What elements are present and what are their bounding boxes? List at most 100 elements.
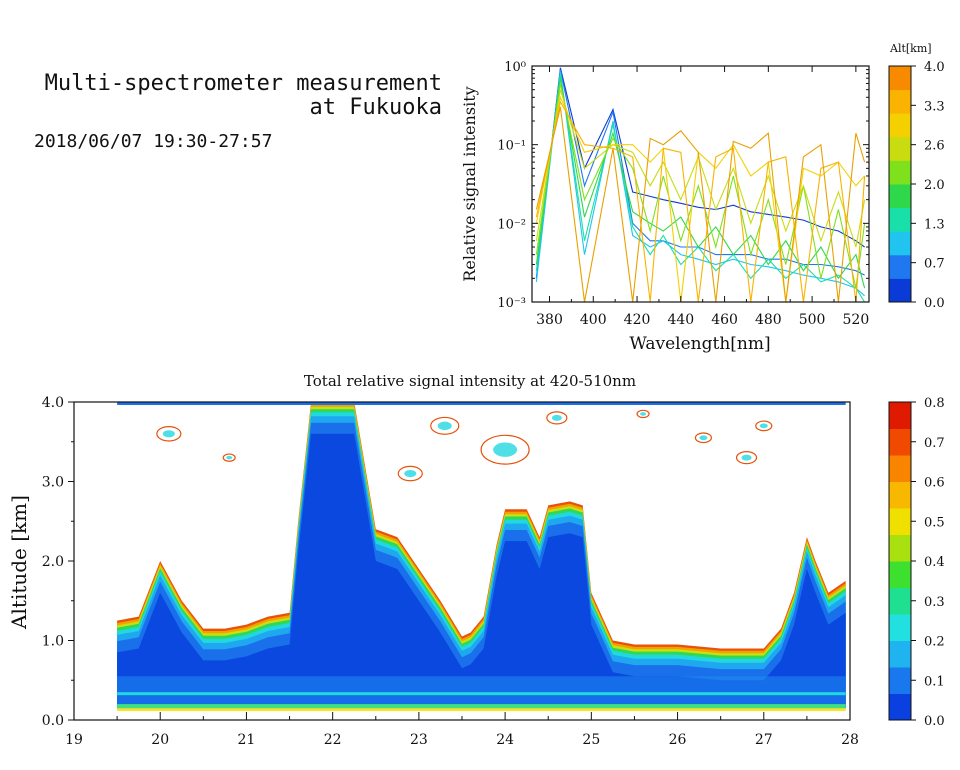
spectra-plot-frame xyxy=(531,65,870,303)
spectra-x-tick-label: 520 xyxy=(843,312,870,328)
cloud-fragment-core xyxy=(759,423,768,429)
spectrum-line-alt-3.5 xyxy=(535,100,866,302)
heatmap-title: Total relative signal intensity at 420-5… xyxy=(304,372,636,390)
cloud-fragment-contour xyxy=(397,465,423,482)
cloud-fragment-contour xyxy=(546,411,568,425)
spectra-x-tick-label: 380 xyxy=(536,312,563,328)
intensity-colorbar-tick-label: 0.1 xyxy=(924,674,945,689)
spectra-panel: 380 400 420 440 460 480 500 520 10⁻³ 10⁻² 10⁻¹ 10⁰… xyxy=(460,42,945,354)
altitude-colorbar-tick-label: 1.3 xyxy=(924,217,945,232)
intensity-colorbar-swatch xyxy=(889,667,911,694)
spectrum-line-alt-0.3 xyxy=(535,69,865,279)
altitude-colorbar-swatch xyxy=(889,89,911,114)
altitude-colorbar-tick-label: 2.6 xyxy=(924,139,945,154)
cloud-fragment-core xyxy=(551,414,562,421)
intensity-colorbar-tick-label: 0.6 xyxy=(924,476,945,491)
spectra-series-group xyxy=(535,67,866,302)
altitude-colorbar-tick-label: 0.0 xyxy=(924,296,945,311)
surface-layer-stripe-green xyxy=(117,704,846,709)
intensity-colorbar-swatch xyxy=(889,481,911,509)
altitude-colorbar-swatch xyxy=(889,136,911,161)
intensity-colorbar-swatch xyxy=(889,693,911,721)
heatmap-y-axis-label: Altitude [km] xyxy=(7,495,31,630)
spectrum-line-alt-1.8 xyxy=(535,78,866,289)
heatmap-x-tick-label: 26 xyxy=(669,732,687,748)
heatmap-x-tick-label: 22 xyxy=(324,732,342,748)
cloud-fragment-contour xyxy=(480,434,530,465)
heatmap-x-tick-label: 20 xyxy=(151,732,169,748)
intensity-colorbar-swatch xyxy=(889,640,911,668)
cloud-fragment-core xyxy=(699,435,708,441)
intensity-colorbar-ticks: 0.0 0.1 0.2 0.3 0.4 0.5 0.6 0.7 0.8 xyxy=(911,396,945,729)
cloud-fragment-core xyxy=(493,442,518,457)
intensity-colorbar-swatch xyxy=(889,534,911,562)
heatmap-x-tick-label: 27 xyxy=(755,732,773,748)
spectra-y-ticks: 10⁻³ 10⁻² 10⁻¹ 10⁰ xyxy=(497,60,869,311)
altitude-colorbar-ticks: 0.0 0.7 1.3 2.0 2.6 3.3 4.0 xyxy=(911,60,945,311)
cloud-fragment-core xyxy=(162,430,175,438)
heatmap-x-tick-label: 21 xyxy=(238,732,256,748)
altitude-colorbar-tick-label: 4.0 xyxy=(924,60,945,75)
altitude-colorbar-tick-label: 2.0 xyxy=(924,178,945,193)
heatmap-y-tick-label: 2.0 xyxy=(42,554,64,570)
altitude-colorbar xyxy=(889,66,911,303)
intensity-colorbar-swatch xyxy=(889,561,911,588)
spectra-y-axis-label: Relative signal intensity xyxy=(460,86,479,281)
heatmap-y-tick-label: 3.0 xyxy=(42,475,64,491)
cloud-contour-layer-7 xyxy=(117,433,846,709)
altitude-colorbar-tick-label: 3.3 xyxy=(924,99,945,114)
spectra-x-tick-label: 440 xyxy=(667,312,694,328)
cloud-fragment-core xyxy=(741,454,752,461)
heatmap-y-tick-label: 4.0 xyxy=(42,395,64,411)
intensity-colorbar xyxy=(889,402,911,721)
heatmap-x-tick-label: 24 xyxy=(496,732,514,748)
spectra-x-tick-label: 500 xyxy=(799,312,826,328)
altitude-colorbar-swatch xyxy=(889,66,911,91)
title-block: Multi-spectrometer measurement at Fukuok… xyxy=(10,72,442,152)
altitude-colorbar-swatch xyxy=(889,254,911,279)
intensity-colorbar-swatch xyxy=(889,455,911,482)
title-line-1: Multi-spectrometer measurement xyxy=(44,71,442,96)
intensity-colorbar-tick-label: 0.8 xyxy=(924,396,945,411)
cloud-fragment-contour xyxy=(636,409,650,419)
altitude-colorbar-swatch xyxy=(889,231,911,256)
cloud-fragment-contour xyxy=(222,453,236,462)
cloud-fragment-contour xyxy=(430,416,460,435)
spectrum-line-alt-2.3 xyxy=(535,83,866,289)
surface-layer-stripe xyxy=(117,692,846,696)
intensity-colorbar-tick-label: 0.5 xyxy=(924,515,945,530)
intensity-colorbar-tick-label: 0.0 xyxy=(924,714,945,729)
altitude-colorbar-swatch xyxy=(889,113,911,138)
spectra-x-tick-label: 420 xyxy=(624,312,651,328)
altitude-colorbar-swatch xyxy=(889,207,911,232)
heatmap-y-ticks: 0.0 1.0 2.0 3.0 4.0 xyxy=(42,395,74,729)
intensity-colorbar-swatch xyxy=(889,587,911,615)
cloud-fragment-contour xyxy=(694,432,713,444)
intensity-colorbar-tick-label: 0.2 xyxy=(924,635,945,650)
altitude-colorbar-swatch xyxy=(889,184,911,209)
altitude-colorbar-swatch xyxy=(889,278,911,303)
altitude-colorbar-tick-label: 0.7 xyxy=(924,257,945,272)
spectra-y-tick-label: 10⁻³ xyxy=(497,296,526,311)
spectra-x-tick-label: 480 xyxy=(755,312,782,328)
cloud-fragment-core xyxy=(226,455,233,460)
cloud-fragment-core xyxy=(437,421,452,431)
cloud-fragment-contour xyxy=(156,425,182,442)
intensity-colorbar-swatch xyxy=(889,614,911,641)
spectra-y-tick-label: 10⁻¹ xyxy=(497,139,526,154)
intensity-colorbar-swatch xyxy=(889,402,911,429)
spectra-y-tick-label: 10⁰ xyxy=(504,60,526,75)
spectra-x-axis-label: Wavelength[nm] xyxy=(629,334,770,354)
top-boundary-stripe xyxy=(117,402,846,405)
spectra-x-tick-label: 460 xyxy=(711,312,738,328)
intensity-colorbar-tick-label: 0.3 xyxy=(924,595,945,610)
heatmap-cloud-field xyxy=(117,402,846,712)
altitude-colorbar-swatch xyxy=(889,160,911,185)
spectrum-line-alt-1.3 xyxy=(535,73,866,302)
heatmap-x-tick-label: 23 xyxy=(410,732,428,748)
title-line-2: at Fukuoka xyxy=(309,95,442,120)
spectra-x-tick-label: 400 xyxy=(580,312,607,328)
intensity-colorbar-tick-label: 0.7 xyxy=(924,436,945,451)
intensity-colorbar-tick-label: 0.4 xyxy=(924,555,945,570)
